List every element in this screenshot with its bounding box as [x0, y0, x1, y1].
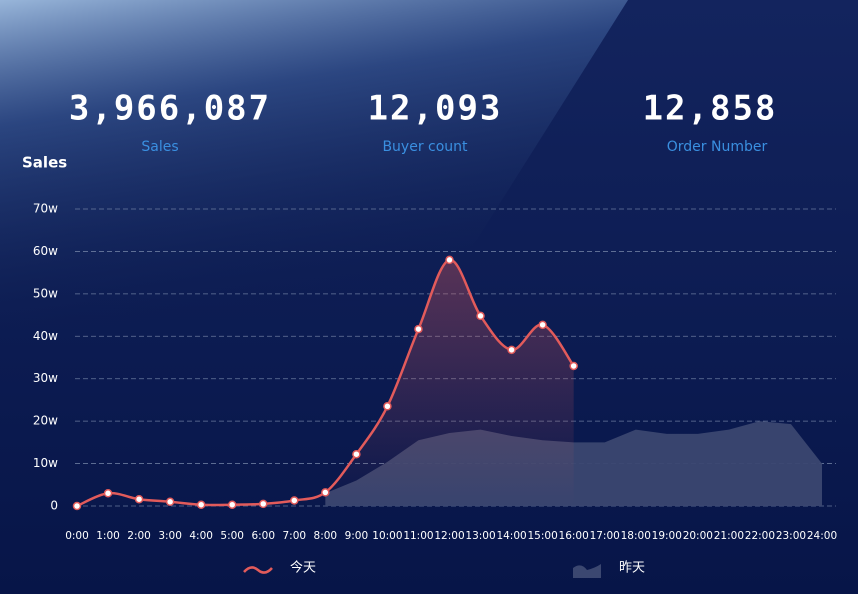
x-tick-label: 12:00 — [434, 530, 464, 542]
x-tick-label: 6:00 — [251, 530, 275, 542]
point — [538, 320, 547, 330]
stat-value: 12,093 — [368, 89, 503, 129]
line-area — [77, 259, 574, 506]
x-tick-label: 11:00 — [403, 530, 433, 542]
y-tick-label: 10w — [33, 456, 58, 470]
y-tick-label: 60w — [33, 244, 58, 258]
x-tick-label: 5:00 — [220, 530, 244, 542]
stat-value: 3,966,087 — [69, 89, 271, 129]
x-tick-label: 17:00 — [590, 530, 620, 542]
point — [414, 324, 423, 334]
x-tick-label: 7:00 — [282, 530, 306, 542]
y-tick-label: 30w — [33, 371, 58, 385]
stat-label: Order Number — [667, 139, 768, 155]
x-tick-label: 13:00 — [465, 530, 495, 542]
y-axis-title: Sales — [22, 154, 67, 172]
point — [383, 402, 392, 411]
point — [72, 501, 82, 511]
x-tick-label: 16:00 — [559, 530, 589, 542]
point — [165, 497, 175, 507]
x-tick-label: 3:00 — [158, 530, 182, 542]
x-tick-label: 14:00 — [496, 530, 526, 542]
y-tick-label: 40w — [33, 329, 58, 343]
x-tick-label: 0:00 — [65, 530, 89, 542]
point — [445, 255, 454, 265]
stat-label: Sales — [141, 139, 178, 155]
x-tick-label: 23:00 — [776, 530, 806, 542]
x-tick-label: 18:00 — [621, 530, 651, 542]
legend-swatch — [243, 566, 273, 574]
stat-value: 12,858 — [643, 89, 778, 129]
legend-label: 今天 — [290, 560, 316, 576]
point — [259, 499, 268, 509]
y-tick-label: 0 — [50, 499, 58, 513]
x-tick-label: 24:00 — [807, 530, 837, 542]
point — [507, 345, 516, 355]
x-tick-label: 1:00 — [96, 530, 120, 542]
point — [569, 361, 578, 371]
point — [352, 449, 361, 459]
legend-label: 昨天 — [619, 561, 645, 576]
x-tick-label: 19:00 — [652, 530, 682, 542]
y-tick-label: 20w — [33, 414, 58, 428]
light-panel — [0, 0, 628, 330]
point — [134, 494, 144, 504]
x-tick-label: 10:00 — [372, 530, 402, 542]
line — [76, 258, 575, 508]
x-tick-label: 21:00 — [714, 530, 744, 542]
stat-label: Buyer count — [382, 139, 468, 155]
point — [103, 489, 113, 498]
x-tick-label: 8:00 — [314, 530, 338, 542]
x-tick-label: 2:00 — [127, 530, 151, 542]
x-tick-label: 22:00 — [745, 530, 775, 542]
x-tick-label: 4:00 — [189, 530, 213, 542]
point — [290, 496, 299, 505]
y-tick-label: 50w — [33, 286, 58, 300]
point — [227, 500, 237, 509]
x-tick-label: 9:00 — [345, 530, 369, 542]
point — [476, 311, 485, 321]
point — [196, 500, 206, 509]
x-tick-label: 20:00 — [683, 530, 713, 542]
legend-swatch — [573, 564, 601, 578]
y-tick-label: 70w — [33, 202, 58, 216]
point — [321, 488, 330, 497]
x-tick-label: 15:00 — [527, 530, 557, 542]
